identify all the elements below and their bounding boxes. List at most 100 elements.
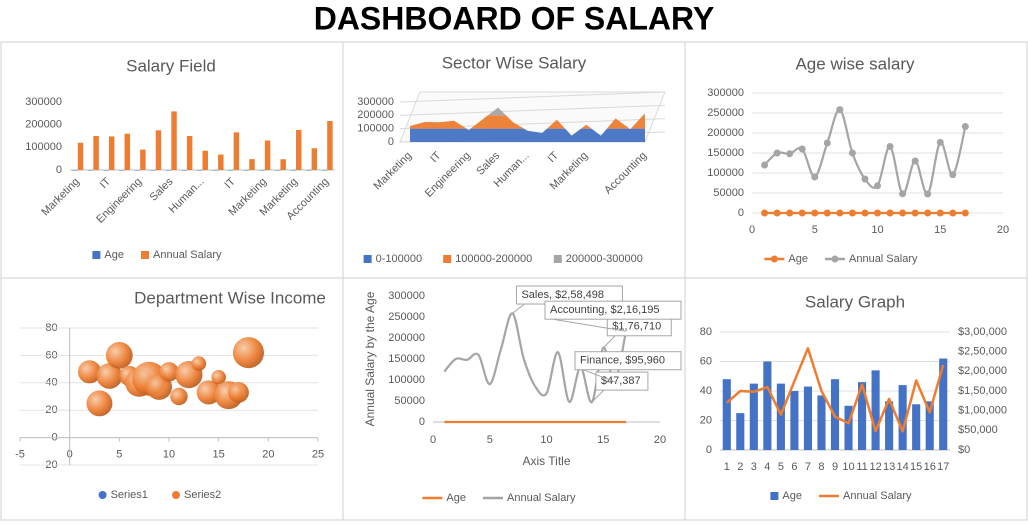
y-tick-label: $0 <box>958 444 970 456</box>
point <box>823 209 831 217</box>
point <box>911 157 919 165</box>
y-tick-label: $1,00,000 <box>958 405 1007 417</box>
x-tick-label: 15 <box>213 449 225 461</box>
y-tick-label: 100000 <box>388 374 425 386</box>
bar <box>212 169 219 171</box>
bubble <box>159 362 179 382</box>
legend-swatch <box>553 255 562 263</box>
y-tick-label: 200000 <box>357 109 394 121</box>
point <box>848 149 856 157</box>
y-tick-label: 0 <box>706 444 712 456</box>
point <box>798 145 806 153</box>
bubble <box>170 387 188 406</box>
y-tick-label: 0 <box>419 416 425 428</box>
bar <box>790 391 799 450</box>
point <box>899 190 907 198</box>
bar <box>722 379 731 450</box>
bubble <box>228 382 249 403</box>
y-tick-label: 150000 <box>707 147 744 159</box>
point <box>949 209 957 217</box>
y-tick-label: 100000 <box>25 141 62 153</box>
bar <box>290 169 297 171</box>
y-tick-label: 250000 <box>707 107 744 119</box>
callout-box <box>574 351 682 371</box>
bar <box>885 401 894 450</box>
point <box>899 209 907 217</box>
y-tick-label: 300000 <box>388 290 425 302</box>
legend-swatch <box>172 491 180 499</box>
bar <box>321 169 328 171</box>
surface-band <box>487 107 645 116</box>
bar <box>274 169 281 171</box>
point <box>924 209 932 217</box>
legend-label: Age <box>788 253 808 265</box>
y-tick-label: 0 <box>738 207 744 219</box>
point <box>961 209 969 217</box>
bar <box>228 169 234 171</box>
bar <box>327 120 333 170</box>
callout-leader <box>602 335 616 349</box>
y-tick-label: 300000 <box>357 96 394 108</box>
data-label: Sales, $2,58,498 <box>521 289 604 301</box>
x-tick-label: 5 <box>778 461 784 473</box>
legend-label: 200000-300000 <box>566 253 643 265</box>
y-tick-label: 100000 <box>357 123 394 135</box>
point <box>911 209 919 217</box>
y-tick-label: $1,50,000 <box>958 385 1007 397</box>
legend-label: Annual Salary <box>153 249 222 261</box>
x-tick-label: -5 <box>15 449 25 461</box>
bar <box>181 169 187 171</box>
y-tick-label: 60 <box>700 355 712 367</box>
data-label: Finance, $95,960 <box>580 355 665 367</box>
chart-title: Sector Wise Salary <box>442 53 587 72</box>
bar <box>233 132 240 170</box>
bar <box>186 136 193 170</box>
legend-swatch <box>770 492 779 500</box>
y-tick-label: 0 <box>56 164 62 176</box>
y-tick-label: $3,00,000 <box>958 326 1007 338</box>
legend-label: Series2 <box>184 489 221 501</box>
legend-label: 0-100000 <box>376 253 423 265</box>
legend-label: 100000-200000 <box>455 253 532 265</box>
bar <box>165 169 172 171</box>
bar <box>140 149 146 170</box>
bar <box>124 133 131 170</box>
legend-label: Age <box>104 249 124 261</box>
bar <box>817 395 826 450</box>
bar <box>803 386 812 450</box>
x-tick-label: 9 <box>832 461 838 473</box>
bubble <box>77 360 102 384</box>
point <box>786 209 794 217</box>
y-tick-label: 50000 <box>713 187 744 199</box>
data-label: $47,387 <box>601 375 641 387</box>
bar <box>202 150 208 170</box>
x-tick-label: 1 <box>724 461 730 473</box>
bar <box>150 169 156 171</box>
callout-leader <box>552 318 627 332</box>
bubble <box>86 390 113 417</box>
y-tick-label: 200000 <box>707 127 744 139</box>
bar <box>103 169 109 171</box>
bar <box>858 382 867 450</box>
callout-box <box>595 371 649 391</box>
bar <box>218 154 224 170</box>
legend-swatch <box>98 491 107 499</box>
x-tick-label: 10 <box>842 461 854 473</box>
y-tick-label: $2,50,000 <box>958 346 1007 358</box>
point <box>836 106 844 114</box>
series-line <box>725 347 945 433</box>
x-tick-label: 3 <box>751 461 757 473</box>
dashboard-title: DASHBOARD OF SALARY <box>314 0 715 36</box>
legend-label: Annual Salary <box>507 492 576 504</box>
legend-label: Series1 <box>111 489 148 501</box>
point <box>886 209 894 217</box>
point <box>861 175 869 183</box>
x-tick-label: 16 <box>924 461 936 473</box>
x-tick-label: 25 <box>312 449 324 461</box>
bar <box>749 383 758 450</box>
bar <box>776 383 785 450</box>
data-label: Accounting, $2,16,195 <box>550 304 659 316</box>
x-tick-label: 20 <box>654 434 666 446</box>
x-tick-label: 5 <box>487 434 493 446</box>
bar <box>280 159 286 170</box>
